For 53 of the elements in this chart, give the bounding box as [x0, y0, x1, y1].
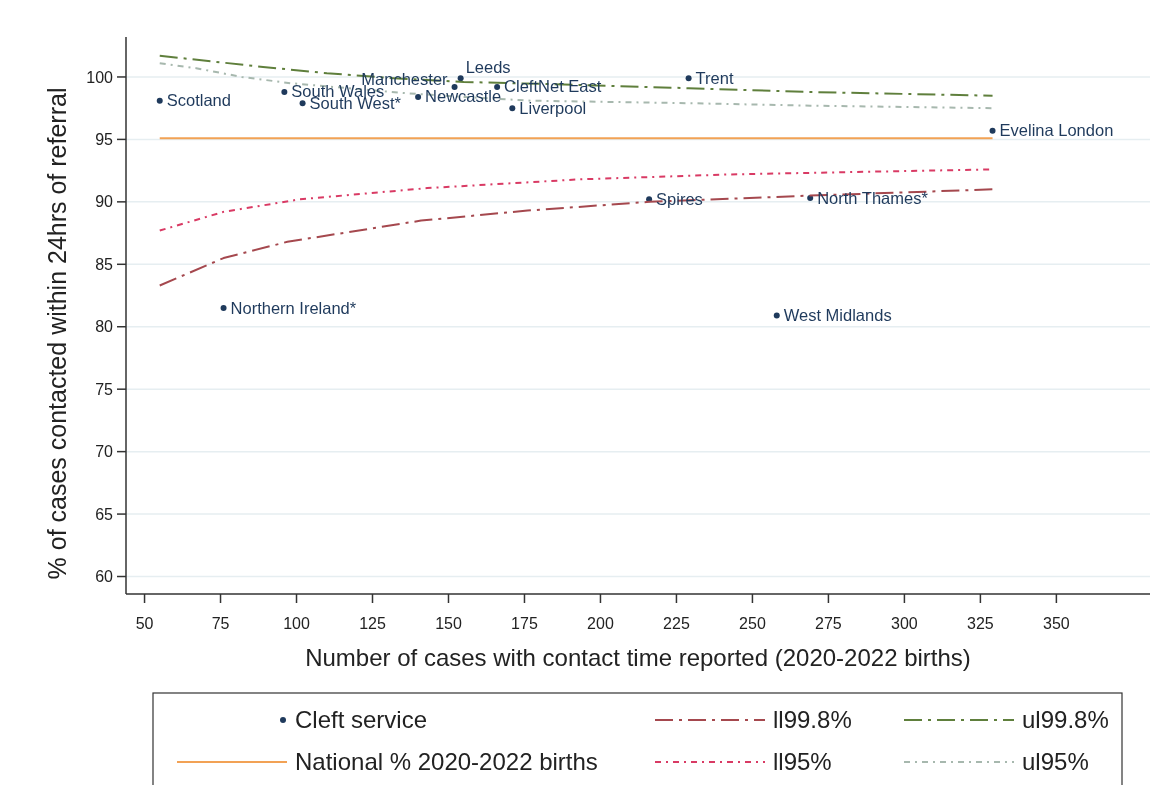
x-tick-label: 75 [211, 614, 230, 632]
annotation: Trent [695, 68, 734, 87]
legend-label: ul95% [1022, 748, 1089, 776]
x-tick-label: 200 [587, 614, 614, 632]
x-tick-label: 175 [511, 614, 538, 632]
point [299, 100, 306, 107]
annotation: Newcastle [425, 87, 502, 106]
y-tick-label: 60 [95, 568, 114, 586]
x-tick-label: 125 [359, 614, 386, 632]
legend-label: ll99.8% [773, 706, 852, 734]
legend-label: ll95% [773, 748, 832, 776]
x-tick-label: 275 [815, 614, 842, 632]
legend-label: ul99.8% [1022, 706, 1109, 734]
annotation: Scotland [166, 91, 231, 110]
y-axis-title: % of cases contacted within 24hrs of referral [43, 87, 71, 580]
point [509, 105, 516, 112]
point [415, 93, 422, 100]
x-tick-label: 225 [663, 614, 690, 632]
y-tick-label: 80 [95, 318, 114, 336]
point [281, 88, 288, 95]
x-tick-label: 100 [283, 614, 310, 632]
annotation: CleftNet East [504, 77, 602, 96]
x-tick-label: 325 [967, 614, 994, 632]
x-tick-label: 300 [891, 614, 918, 632]
y-tick-label: 85 [95, 255, 114, 273]
point [156, 97, 163, 104]
x-tick-label: 150 [435, 614, 462, 632]
annotation: West Midlands [783, 306, 892, 324]
point [457, 75, 464, 82]
point [494, 83, 501, 90]
annotation: Spires [656, 189, 703, 208]
y-tick-label: 100 [86, 68, 114, 86]
y-tick-label: 90 [95, 193, 114, 211]
y-tick-label: 75 [95, 380, 114, 398]
annotation: Evelina London [999, 121, 1114, 140]
y-tick-label: 70 [95, 443, 114, 461]
annotation: Leeds [465, 57, 511, 76]
x-tick-label: 50 [135, 614, 154, 632]
legend-label: National % 2020-2022 births [295, 748, 598, 776]
x-tick-label: 250 [739, 614, 766, 632]
annotation: Liverpool [519, 98, 587, 117]
point [989, 127, 996, 134]
line-series [158, 188, 994, 287]
x-axis-title: Number of cases with contact time reported (2020-2022 births) [305, 644, 971, 671]
y-tick-label: 65 [95, 505, 114, 523]
point [220, 305, 227, 312]
y-tick-label: 95 [95, 131, 114, 149]
legend-label: Cleft service [295, 706, 428, 734]
point [685, 75, 692, 82]
annotation: Northern Ireland* [230, 298, 357, 317]
x-tick-label: 350 [1043, 614, 1070, 632]
point [451, 83, 458, 90]
point [773, 312, 780, 319]
